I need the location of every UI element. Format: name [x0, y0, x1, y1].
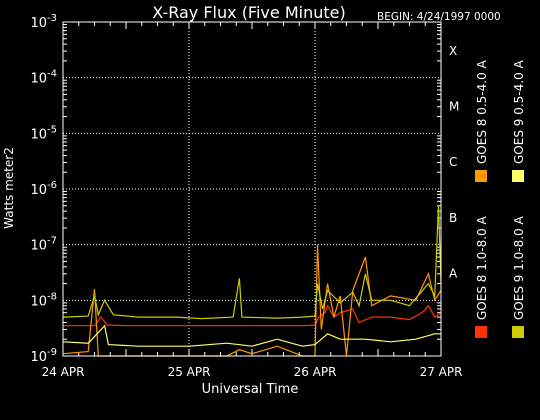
x-tick-label: 24 APR	[42, 365, 85, 379]
series-line-0	[63, 304, 442, 327]
plot-frame	[62, 21, 442, 357]
y-tick-labels: 10-9 10-8 10-7 10-6 10-5 10-4 10-3	[30, 13, 57, 365]
y-tick-label: 10-6	[30, 180, 57, 198]
x-axis-label: Universal Time	[202, 382, 299, 397]
legend-swatch	[512, 326, 524, 338]
flare-class-labels: X M C B A	[449, 44, 459, 281]
series-line-3	[62, 205, 442, 320]
flare-class-label: M	[449, 100, 459, 114]
flare-class-label: B	[449, 211, 457, 225]
legend-label: GOES 8 1.0-8.0 A	[475, 215, 489, 320]
x-tick-label: 27 APR	[420, 365, 463, 379]
chart-title: X-Ray Flux (Five Minute)	[152, 3, 345, 22]
x-tick-label: 26 APR	[294, 365, 337, 379]
legend-label: GOES 8 0.5-4.0 A	[475, 59, 489, 164]
x-tick-labels: 24 APR 25 APR 26 APR 27 APR	[42, 365, 463, 379]
legend-label: GOES 9 1.0-8.0 A	[512, 215, 526, 320]
series-line-2	[62, 324, 441, 347]
flare-class-label: C	[449, 155, 457, 169]
legend: GOES 8 1.0-8.0 A GOES 8 0.5-4.0 A GOES 9 1…	[475, 59, 526, 338]
y-tick-label: 10-4	[30, 69, 57, 87]
y-tick-label: 10-9	[30, 347, 57, 365]
legend-swatch	[475, 170, 487, 182]
begin-date-label: BEGIN: 4/24/1997 0000	[377, 11, 501, 23]
legend-label: GOES 9 0.5-4.0 A	[512, 59, 526, 164]
flare-class-label: X	[449, 44, 457, 58]
grid	[63, 22, 441, 356]
legend-swatch	[475, 326, 487, 338]
y-tick-label: 10-8	[30, 291, 57, 309]
y-tick-label: 10-7	[30, 236, 57, 254]
y-tick-label: 10-3	[30, 13, 57, 31]
legend-swatch	[512, 170, 524, 182]
flare-class-label: A	[449, 267, 458, 281]
y-axis-label: Watts meter2	[2, 147, 16, 229]
series-layer	[62, 205, 442, 357]
x-tick-label: 25 APR	[168, 365, 211, 379]
y-tick-label: 10-5	[30, 124, 57, 142]
